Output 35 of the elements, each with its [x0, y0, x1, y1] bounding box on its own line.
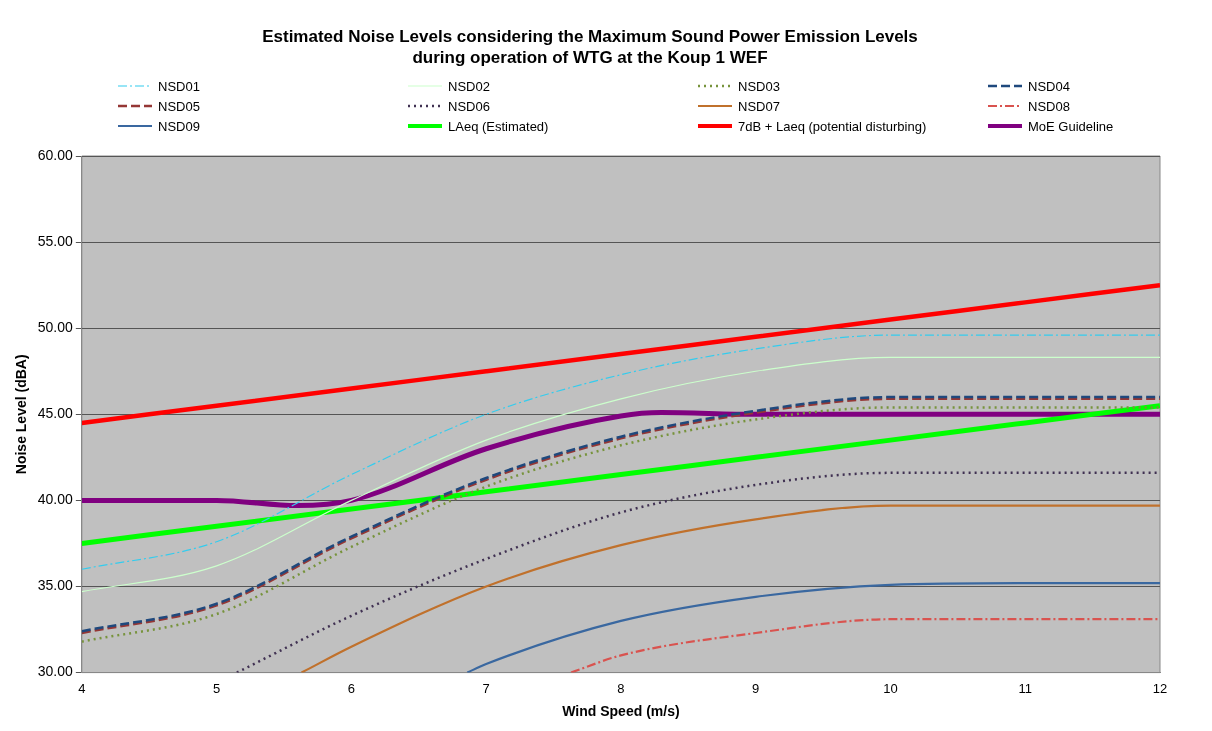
legend-label: NSD03: [738, 78, 780, 94]
x-tick-label: 5: [212, 680, 221, 696]
y-tick-label: 55.00: [37, 232, 74, 249]
legend-label: NSD05: [158, 98, 200, 114]
x-tick-label: 7: [482, 680, 490, 696]
legend-label: NSD01: [158, 78, 200, 94]
line-series: [569, 618, 1160, 673]
x-tick-label: 8: [617, 680, 625, 696]
y-tick-label: 40.00: [37, 491, 74, 508]
legend-label: MoE Guideline: [1028, 118, 1114, 134]
legend-label: NSD02: [448, 78, 490, 94]
legend-label: NSD08: [1028, 98, 1070, 114]
x-axis-title: Wind Speed (m/s): [562, 703, 680, 720]
x-tick-label: 11: [1018, 680, 1032, 696]
line-series: [466, 581, 1160, 673]
x-tick-label: 9: [752, 680, 760, 696]
y-tick-label: 35.00: [37, 577, 74, 594]
legend-label: NSD06: [448, 98, 490, 114]
legend-label: LAeq (Estimated): [448, 118, 549, 134]
line-series: [300, 504, 1160, 673]
y-tick-label: 45.00: [37, 405, 74, 422]
y-tick-label: 50.00: [37, 319, 74, 336]
y-tick-label: 60.00: [37, 146, 74, 163]
x-tick-label: 4: [78, 680, 86, 696]
x-tick-label: 6: [347, 680, 355, 696]
y-axis-title: Noise Level (dBA): [13, 354, 30, 475]
x-tick-label: 10: [883, 680, 898, 696]
legend-label: NSD04: [1028, 78, 1070, 94]
line-series: [235, 471, 1160, 673]
chart-title: Estimated Noise Levels considering the Maximum Sound Power Emission Levels during operation of WTG at the Koup 1 WEF: [261, 26, 919, 68]
y-tick-label: 30.00: [37, 663, 74, 680]
x-tick-label: 12: [1152, 680, 1168, 696]
legend-label: NSD09: [158, 118, 200, 134]
legend-label: 7dB + Laeq (potential disturbing): [738, 118, 927, 134]
legend-label: NSD07: [738, 98, 780, 114]
